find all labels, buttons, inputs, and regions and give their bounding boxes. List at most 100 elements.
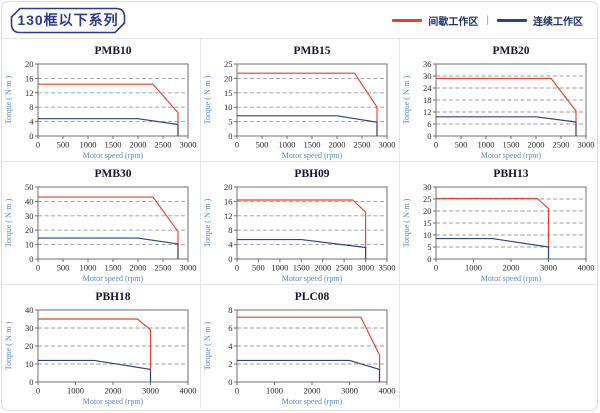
x-tick-label: 2500	[155, 263, 172, 273]
torque-speed-chart: PBH18 0 1000 2000 3000 4000 0 10 20 30 40 Motor spe…	[2, 285, 200, 406]
legend-item-continuous: 连续工作区	[497, 13, 583, 28]
x-tick-label: 3000	[180, 263, 197, 273]
plot-area	[37, 186, 189, 260]
y-tick-label: 5	[427, 242, 431, 252]
chart-cell: PMB10 0 500 1000 1500 2000 2500 3000 0 4 8 12 16 20 Mo…	[2, 39, 201, 162]
chart-cell: PMB30 0 500 1000 1500 2000 2500 3000 0 10 20 30 40 50…	[2, 162, 201, 285]
x-tick-label: 2000	[314, 263, 331, 273]
x-tick-label: 2500	[553, 140, 570, 150]
x-tick-label: 1500	[293, 263, 310, 273]
x-tick-label: 3000	[540, 263, 557, 273]
page-title: 130框以下系列	[17, 12, 119, 28]
y-tick-label: 6	[228, 323, 232, 333]
torque-speed-chart: PBH09 0 500 1000 1500 2000 2500 3000 3500 0 4 8 12 16…	[201, 162, 399, 283]
series-continuous	[38, 359, 152, 382]
series-continuous	[38, 237, 179, 259]
x-tick-label: 1000	[67, 386, 84, 396]
chart-cell: PBH13 0 1000 2000 3000 4000 0 5 10 15 20 25 30 Motor …	[400, 162, 597, 285]
y-axis-label: Torque ( N·m )	[4, 321, 13, 370]
chart-svg: PMB10 0 500 1000 1500 2000 2500 3000 0 4 8 12 16 20 Mo…	[4, 45, 197, 160]
y-tick-label: 10	[224, 102, 233, 112]
y-tick-label: 0	[427, 131, 431, 141]
series-intermittent	[237, 72, 378, 136]
legend-label-continuous: 连续工作区	[533, 16, 583, 28]
series-continuous	[436, 116, 577, 136]
y-tick-label: 20	[224, 73, 233, 83]
y-tick-label: 0	[427, 254, 431, 264]
x-tick-label: 500	[252, 263, 265, 273]
torque-speed-chart: PMB30 0 500 1000 1500 2000 2500 3000 0 10 20 30 40 50…	[2, 162, 200, 283]
y-tick-label: 10	[25, 359, 34, 369]
x-axis-label: Motor speed (rpm)	[282, 397, 343, 406]
x-tick-label: 0	[434, 140, 438, 150]
x-tick-label: 0	[235, 140, 239, 150]
x-tick-label: 2000	[329, 140, 346, 150]
y-tick-label: 4	[228, 240, 233, 250]
chart-svg: PLC08 0 1000 2000 3000 4000 0 2 4 6 8 Motor speed (…	[203, 291, 396, 406]
x-tick-label: 0	[36, 140, 40, 150]
x-tick-label: 4000	[180, 386, 197, 396]
x-tick-label: 1500	[105, 140, 122, 150]
y-tick-label: 10	[25, 240, 34, 250]
y-tick-label: 4	[29, 117, 34, 127]
x-axis-label: Motor speed (rpm)	[481, 274, 542, 283]
y-tick-label: 15	[423, 218, 432, 228]
series-intermittent	[38, 196, 179, 259]
torque-speed-chart: PLC08 0 1000 2000 3000 4000 0 2 4 6 8 Motor speed (…	[201, 285, 399, 406]
y-tick-label: 8	[29, 102, 33, 112]
x-tick-label: 1000	[478, 140, 495, 150]
x-tick-label: 0	[235, 386, 239, 396]
x-tick-label: 2000	[503, 263, 520, 273]
y-tick-label: 30	[25, 211, 34, 221]
chart-title: PBH18	[95, 291, 130, 303]
chart-cell: PMB20 0 500 1000 1500 2000 2500 3000 0 6 12 18 24 30 3…	[400, 39, 597, 162]
y-tick-label: 20	[25, 225, 34, 235]
x-tick-label: 1500	[105, 263, 122, 273]
x-tick-label: 4000	[578, 263, 595, 273]
intermittent-line-swatch	[392, 18, 423, 22]
y-tick-label: 36	[423, 59, 432, 69]
x-tick-label: 3500	[379, 263, 396, 273]
x-axis-label: Motor speed (rpm)	[83, 274, 144, 283]
y-tick-label: 12	[25, 88, 34, 98]
x-tick-label: 4000	[379, 386, 396, 396]
x-tick-label: 500	[57, 263, 70, 273]
y-axis-label: Torque ( N·m )	[4, 75, 13, 124]
y-tick-label: 30	[423, 71, 432, 81]
chart-svg: PMB30 0 500 1000 1500 2000 2500 3000 0 10 20 30 40 50…	[4, 168, 197, 283]
x-axis-label: Motor speed (rpm)	[282, 151, 343, 160]
y-tick-label: 12	[224, 211, 233, 221]
chart-title: PMB10	[94, 45, 131, 57]
x-axis-label: Motor speed (rpm)	[282, 274, 343, 283]
page-header: 130框以下系列 间歇工作区 | 连续工作区	[2, 2, 597, 39]
series-intermittent	[436, 197, 550, 259]
y-tick-label: 0	[228, 377, 232, 387]
series-continuous	[237, 359, 381, 382]
torque-speed-chart: PBH13 0 1000 2000 3000 4000 0 5 10 15 20 25 30 Motor …	[400, 162, 597, 283]
series-continuous	[237, 115, 378, 136]
chart-title: PMB20	[492, 45, 529, 57]
x-tick-label: 1500	[304, 140, 321, 150]
y-tick-label: 0	[29, 254, 33, 264]
x-tick-label: 500	[455, 140, 468, 150]
empty-cell	[400, 285, 597, 408]
y-tick-label: 0	[228, 254, 232, 264]
x-tick-label: 2500	[336, 263, 353, 273]
chart-cell: PLC08 0 1000 2000 3000 4000 0 2 4 6 8 Motor speed (…	[201, 285, 400, 408]
chart-cell: PBH18 0 1000 2000 3000 4000 0 10 20 30 40 Motor spe…	[2, 285, 201, 408]
x-tick-label: 3000	[578, 140, 595, 150]
x-tick-label: 1000	[80, 140, 97, 150]
x-axis-label: Motor speed (rpm)	[83, 151, 144, 160]
x-tick-label: 2000	[130, 140, 147, 150]
x-tick-label: 0	[36, 263, 40, 273]
legend-item-intermittent: 间歇工作区	[392, 13, 478, 28]
y-tick-label: 15	[224, 88, 233, 98]
x-tick-label: 1000	[266, 386, 283, 396]
chart-title: PBH13	[493, 168, 528, 180]
series-title-badge: 130框以下系列	[10, 7, 126, 34]
y-tick-label: 0	[228, 131, 232, 141]
series-continuous	[38, 118, 179, 136]
badge-border-shape	[10, 7, 126, 33]
y-tick-label: 30	[25, 323, 34, 333]
